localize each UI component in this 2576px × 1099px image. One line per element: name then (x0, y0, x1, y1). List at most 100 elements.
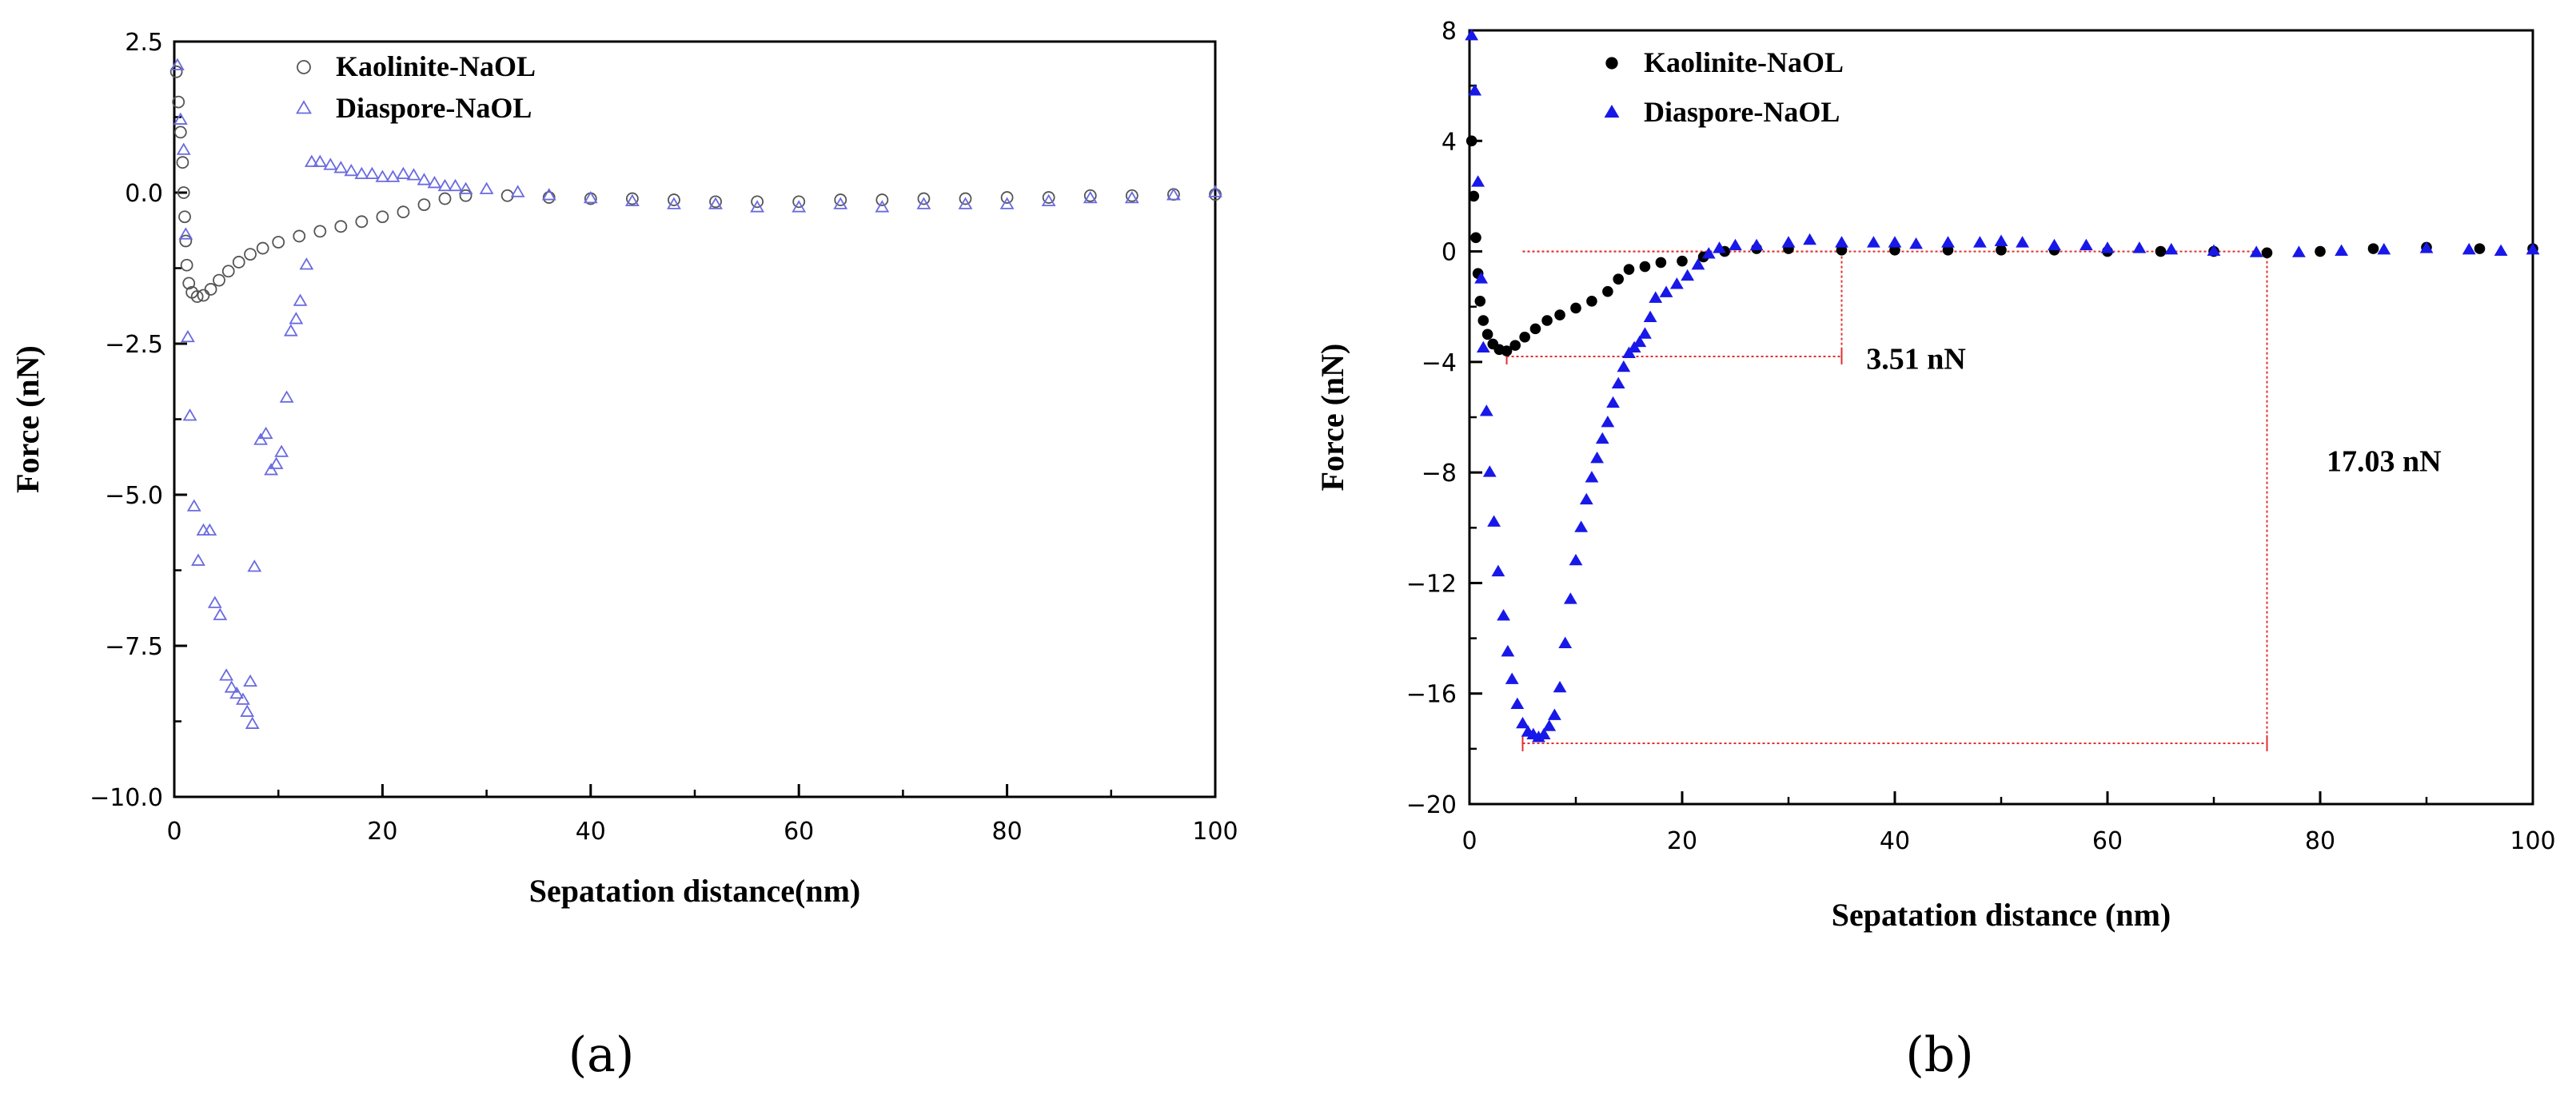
data-point (709, 195, 722, 209)
data-point (1487, 515, 1501, 527)
data-point (376, 210, 389, 224)
data-point (279, 390, 294, 403)
data-point (751, 195, 764, 209)
data-point (2335, 244, 2348, 257)
data-point (1541, 315, 1553, 326)
data-point (1474, 296, 1486, 307)
data-point (1548, 708, 1561, 720)
data-point (417, 198, 431, 212)
data-point (313, 225, 327, 238)
data-point (191, 553, 205, 566)
data-point (2462, 242, 2476, 255)
data-point (190, 290, 204, 303)
data-point (365, 166, 380, 180)
data-point (173, 112, 188, 125)
data-point (1166, 188, 1181, 201)
data-point (355, 215, 369, 229)
data-point (2261, 247, 2273, 259)
data-point (2155, 245, 2167, 257)
data-point (224, 680, 239, 693)
data-point (1569, 553, 1583, 566)
legend-label: Diaspore-NaOL (336, 92, 532, 124)
data-point (207, 595, 222, 608)
data-point (1542, 719, 1557, 731)
data-point (1586, 296, 1597, 307)
data-point (2292, 245, 2306, 257)
x-tick-label: 100 (2510, 827, 2555, 855)
legend-marker (296, 100, 312, 114)
y-tick-label: 8 (1442, 18, 1457, 46)
data-point (1803, 233, 1816, 245)
legend-marker (1604, 104, 1620, 118)
data-point (1613, 273, 1624, 285)
x-tick-label: 20 (1667, 827, 1697, 855)
series-diaspore-naol (1465, 28, 2540, 743)
x-tick-label: 20 (367, 818, 397, 846)
data-point (1835, 236, 1848, 248)
y-tick-label: −10.0 (90, 784, 163, 812)
data-point (2100, 241, 2115, 253)
data-point (2419, 241, 2434, 253)
data-point (1570, 302, 1581, 314)
data-point (2315, 245, 2326, 257)
data-point (792, 195, 806, 209)
y-tick-label: 4 (1442, 128, 1457, 156)
y-tick-label: 0 (1442, 239, 1457, 267)
data-point (204, 283, 217, 296)
data-point (178, 227, 193, 240)
data-point (958, 197, 973, 209)
data-point (1509, 340, 1521, 351)
data-point (178, 210, 191, 224)
data-point (1606, 396, 1620, 408)
data-point (1617, 360, 1631, 372)
data-point (875, 193, 889, 206)
data-point (1476, 340, 1490, 353)
data-point (1468, 190, 1480, 202)
data-point (1083, 189, 1097, 202)
data-point (1639, 261, 1651, 273)
data-point (293, 293, 308, 306)
panel-a-chart: 0 20 40 60 80 100 2.5 0.0 −2.5 −5.0 −7.5 −10.0 Sepat… (10, 29, 1238, 909)
legend-label: Kaolinite-NaOL (1644, 46, 1844, 78)
data-point (180, 258, 193, 272)
data-point (245, 716, 260, 729)
data-point (1516, 716, 1529, 729)
data-point (313, 154, 328, 167)
data-point (229, 686, 245, 699)
data-point (289, 312, 304, 325)
data-point (1209, 188, 1222, 201)
data-point (2016, 236, 2029, 248)
data-point (1208, 185, 1222, 197)
data-point (1470, 232, 1481, 244)
data-point (1477, 315, 1489, 326)
data-point (236, 692, 250, 705)
data-point (181, 329, 195, 343)
data-point (417, 173, 432, 185)
data-point (1553, 680, 1567, 693)
data-point (169, 65, 183, 78)
data-point (1083, 190, 1098, 204)
y-tick-label: 2.5 (125, 29, 163, 57)
data-point (213, 607, 228, 620)
data-point (253, 432, 268, 445)
data-point (1501, 345, 1513, 356)
data-point (304, 154, 319, 167)
data-point (459, 189, 473, 202)
data-point (1701, 247, 1716, 259)
data-point (269, 456, 284, 469)
data-point (1994, 234, 2008, 246)
data-point (247, 559, 262, 572)
x-tick-label: 100 (1192, 818, 1238, 846)
x-tick-label: 60 (784, 818, 814, 846)
data-point (1649, 291, 1663, 303)
data-point (668, 193, 680, 206)
data-point (397, 205, 410, 219)
data-point (448, 178, 463, 192)
data-point (202, 523, 217, 536)
series-kaolinite-naol (169, 65, 1222, 303)
data-point (1781, 236, 1796, 248)
data-point (1042, 191, 1055, 204)
data-point (2080, 238, 2093, 251)
data-point (406, 168, 421, 181)
